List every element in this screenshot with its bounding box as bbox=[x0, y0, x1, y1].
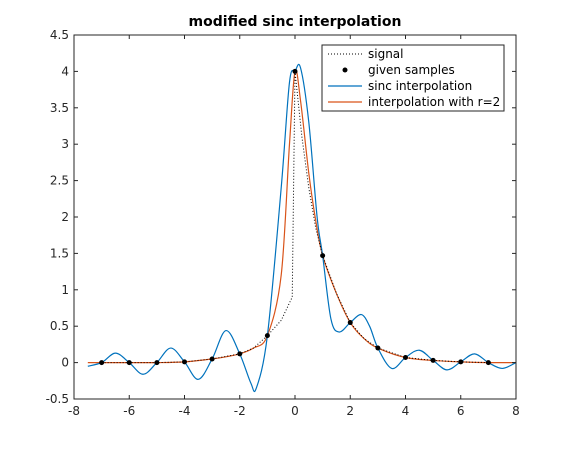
x-tick-label: -6 bbox=[123, 404, 135, 418]
sample-point bbox=[403, 355, 408, 361]
x-tick-label: -8 bbox=[68, 404, 80, 418]
y-tick-label: 2.5 bbox=[50, 174, 69, 188]
sample-point bbox=[375, 345, 381, 351]
legend: signal given samples sinc interpolation … bbox=[321, 44, 505, 112]
sample-point bbox=[99, 360, 105, 366]
sample-point bbox=[237, 351, 243, 357]
x-tick-label: -2 bbox=[234, 404, 246, 418]
chart-title: modified sinc interpolation bbox=[189, 14, 402, 30]
series-line-sinc bbox=[87, 63, 517, 393]
y-tick-label: 3.5 bbox=[50, 101, 69, 115]
x-tick-label: 8 bbox=[512, 404, 520, 418]
sample-point bbox=[430, 357, 436, 363]
sample-point bbox=[209, 356, 215, 362]
legend-modified-label: interpolation with r=2 bbox=[368, 95, 500, 109]
x-tick-label: -4 bbox=[179, 404, 191, 418]
y-tick-label: 4.5 bbox=[50, 28, 69, 42]
sample-point bbox=[182, 359, 187, 365]
ticks-layer: -8 -6 -4 -2 0 2 4 6 8 -0.5 0 0.5 1 1.5 2 2.5 3 3.5 4 4.5 bbox=[46, 28, 520, 418]
legend-box bbox=[321, 44, 505, 112]
samples-layer bbox=[99, 68, 491, 366]
legend-signal-label: signal bbox=[368, 47, 404, 61]
y-tick-label: 0 bbox=[61, 356, 69, 370]
sample-point bbox=[154, 360, 160, 366]
legend-samples-swatch bbox=[342, 67, 348, 73]
sample-point bbox=[126, 360, 132, 366]
x-tick-label: 0 bbox=[291, 404, 299, 418]
sample-point bbox=[347, 320, 353, 326]
y-tick-label: 4 bbox=[61, 64, 69, 78]
y-tick-label: 2 bbox=[61, 210, 69, 224]
y-tick-label: -0.5 bbox=[46, 392, 69, 406]
legend-samples-label: given samples bbox=[368, 63, 455, 77]
x-tick-label: 4 bbox=[402, 404, 410, 418]
sample-point bbox=[320, 253, 326, 259]
y-tick-label: 3 bbox=[61, 137, 69, 151]
series-line-signal bbox=[101, 71, 489, 364]
legend-sinc-label: sinc interpolation bbox=[368, 79, 472, 93]
x-tick-label: 2 bbox=[346, 404, 354, 418]
y-tick-label: 1.5 bbox=[50, 246, 69, 260]
sample-point bbox=[458, 359, 464, 365]
x-tick-label: 6 bbox=[457, 404, 465, 418]
sample-point bbox=[292, 68, 298, 74]
y-tick-label: 1 bbox=[61, 283, 69, 297]
y-tick-label: 0.5 bbox=[50, 319, 69, 333]
sample-point bbox=[485, 360, 491, 366]
sample-point bbox=[264, 333, 270, 339]
